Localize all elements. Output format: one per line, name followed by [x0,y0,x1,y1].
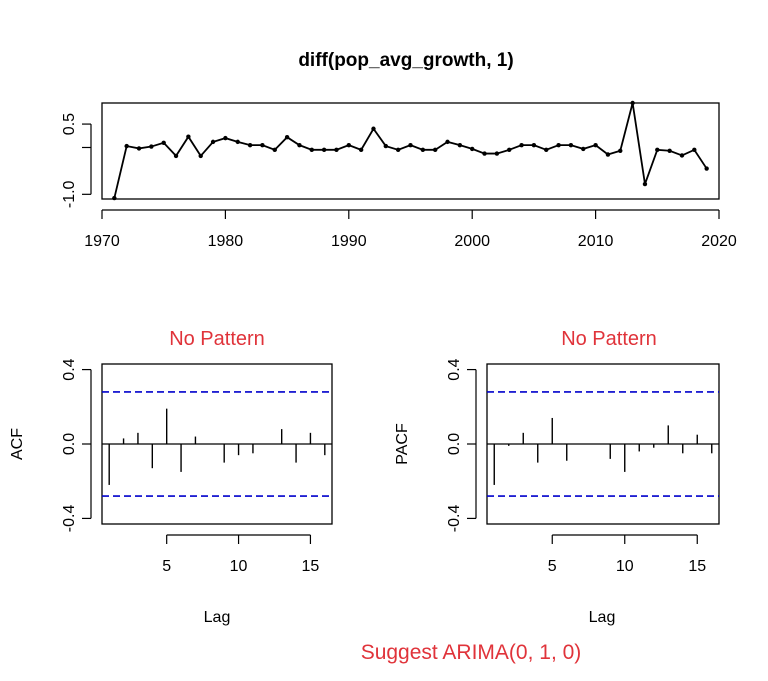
series-point [544,147,549,153]
series-point [124,143,129,149]
acf-x-tick-label: 15 [302,558,320,575]
series-x-tick-label: 1990 [331,233,367,250]
pacf-xlabel: Lag [589,609,616,626]
series-point [247,142,253,148]
arima-suggestion: Suggest ARIMA(0, 1, 0) [361,641,582,664]
series-point [395,147,401,153]
acf-panel: No Pattern Lag ACF 5 10 15 -0.4 0.0 0.4 [9,328,333,626]
acf-ylabel: ACF [9,428,26,460]
pacf-marks [487,391,719,497]
pacf-x-tick-label: 15 [688,558,706,575]
series-point [161,140,166,146]
series-point [284,134,290,140]
series-point [618,148,623,153]
series-point [309,147,314,153]
series-point [420,147,426,153]
series-point [581,146,586,152]
series-point [408,142,413,148]
series-point [321,147,327,153]
series-point [186,134,191,139]
series-point [346,142,351,148]
series-point [593,142,598,148]
series-point [556,142,561,148]
series-point [235,139,240,145]
series-x-tick-label: 2000 [454,233,490,250]
acf-x-axis: 5 10 15 [162,534,320,575]
series-point [630,100,635,106]
series-point [445,139,450,145]
series-title: diff(pop_avg_growth, 1) [298,50,513,71]
acf-marks [102,391,332,497]
pacf-x-tick-label: 10 [616,558,634,575]
acf-xlabel: Lag [204,609,231,626]
pacf-x-tick-label: 5 [548,558,557,575]
series-y-tick-label: -1.0 [61,180,78,208]
series-point [198,153,203,159]
series-point [642,181,648,187]
series-point [692,147,697,153]
acf-x-tick-label: 5 [162,558,171,575]
series-point [371,126,376,131]
series-x-tick-label: 2020 [701,233,737,250]
series-x-tick-label: 1980 [208,233,244,250]
series-y-axis: 0.5 -1.0 [61,113,92,208]
series-point [334,147,339,153]
series-point [470,146,475,152]
pacf-y-axis: -0.4 0.0 0.4 [446,358,477,533]
series-marks [112,100,709,201]
pacf-y-tick-label: 0.4 [446,358,463,380]
pacf-x-axis: 5 10 15 [548,534,706,575]
series-point [679,153,685,158]
series-point [457,142,463,148]
acf-y-axis: -0.4 0.0 0.4 [61,358,92,533]
series-point [383,143,389,149]
series-plot-box [101,102,720,200]
series-point [494,151,500,156]
acf-x-tick-label: 10 [230,558,248,575]
series-point [149,144,154,149]
series-point [432,147,438,153]
series-x-tick-label: 2010 [578,233,614,250]
pacf-y-tick-label: -0.4 [446,505,463,533]
acf-y-tick-label: 0.0 [61,433,78,455]
series-x-tick-label: 1970 [84,233,120,250]
series-x-axis: 1970 1980 1990 2000 2010 2020 [84,209,737,250]
pacf-y-tick-label: 0.0 [446,433,463,455]
series-point [519,142,524,148]
series-point [704,166,709,171]
series-point [272,147,277,153]
series-point [507,147,512,153]
series-point [482,151,487,156]
series-y-tick-label: 0.5 [61,113,78,135]
series-point [667,148,672,153]
series-point [358,147,364,153]
series-point [173,153,179,159]
acf-y-tick-label: -0.4 [61,505,78,533]
series-point [605,152,611,157]
series-point [297,142,302,148]
pacf-ylabel: PACF [394,423,411,465]
pacf-title: No Pattern [561,328,657,350]
acf-title: No Pattern [169,328,265,350]
series-point [136,146,142,151]
series-point [655,147,660,153]
series-point [568,142,574,148]
series-panel: diff(pop_avg_growth, 1) 1970 1980 1990 2000… [61,50,737,250]
pacf-panel: No Pattern Lag PACF 5 10 15 -0.4 0.0 0.4 [394,328,720,626]
series-point [112,195,117,201]
acf-y-tick-label: 0.4 [61,358,78,380]
series-point [531,142,537,148]
series-point [210,139,216,145]
series-point [223,135,228,141]
series-point [260,142,265,148]
